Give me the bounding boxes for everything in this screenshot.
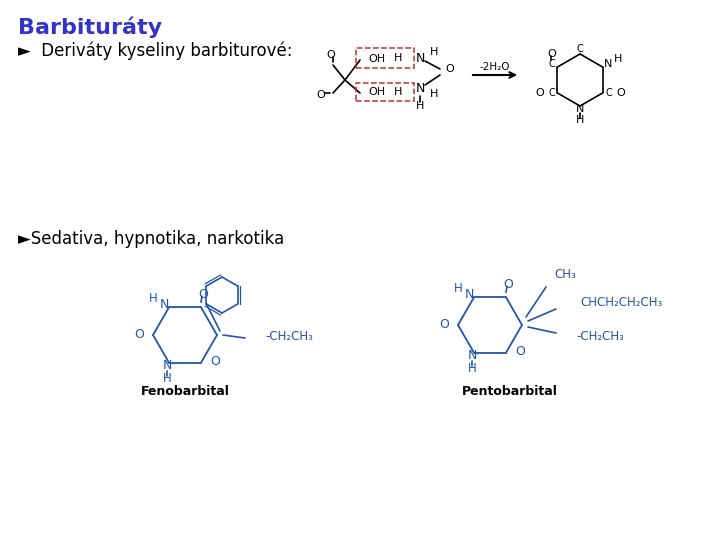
Text: C: C	[577, 44, 583, 54]
Text: ►  Deriváty kyseliny barbiturové:: ► Deriváty kyseliny barbiturové:	[18, 42, 292, 60]
Text: N: N	[162, 359, 171, 372]
Text: C: C	[605, 88, 612, 98]
Text: N: N	[159, 298, 168, 311]
Text: O: O	[210, 355, 220, 368]
Text: N: N	[415, 82, 425, 94]
Text: H: H	[148, 292, 158, 305]
Text: H: H	[394, 53, 402, 63]
Text: CH₃: CH₃	[554, 268, 576, 281]
Text: N: N	[415, 51, 425, 64]
Text: O: O	[317, 90, 325, 100]
Text: Barbituráty: Barbituráty	[18, 16, 162, 37]
Text: C: C	[548, 59, 555, 69]
Text: H: H	[576, 115, 584, 125]
Text: H: H	[430, 89, 438, 99]
Text: H: H	[467, 362, 477, 375]
Bar	[356, 48, 414, 68]
Text: OH: OH	[368, 87, 385, 97]
Text: H: H	[163, 372, 171, 385]
Text: CHCH₂CH₂CH₃: CHCH₂CH₂CH₃	[580, 296, 662, 309]
Text: O: O	[439, 318, 449, 330]
Text: N: N	[467, 349, 477, 362]
Text: -CH₂CH₃: -CH₂CH₃	[265, 330, 313, 343]
Text: H: H	[454, 282, 462, 295]
Text: -CH₂CH₃: -CH₂CH₃	[576, 330, 624, 343]
Text: Fenobarbital: Fenobarbital	[140, 385, 230, 398]
Text: O: O	[547, 49, 556, 59]
Text: O: O	[515, 345, 525, 358]
Text: O: O	[535, 88, 544, 98]
Text: H: H	[394, 87, 402, 97]
Text: C: C	[548, 88, 555, 98]
Text: -2H₂O: -2H₂O	[480, 62, 510, 72]
Bar	[356, 83, 414, 101]
Text: N: N	[604, 59, 613, 69]
Text: N: N	[576, 104, 584, 114]
Text: O: O	[446, 64, 454, 74]
Text: O: O	[134, 327, 144, 341]
Text: ►Sedativa, hypnotika, narkotika: ►Sedativa, hypnotika, narkotika	[18, 230, 284, 248]
Text: O: O	[616, 88, 625, 98]
Text: Pentobarbital: Pentobarbital	[462, 385, 558, 398]
Text: O: O	[327, 50, 336, 60]
Text: H: H	[430, 47, 438, 57]
Text: N: N	[464, 288, 474, 301]
Text: OH: OH	[368, 54, 385, 64]
Text: O: O	[503, 278, 513, 291]
Text: O: O	[198, 288, 208, 301]
Text: H: H	[416, 101, 424, 111]
Text: H: H	[614, 54, 623, 64]
